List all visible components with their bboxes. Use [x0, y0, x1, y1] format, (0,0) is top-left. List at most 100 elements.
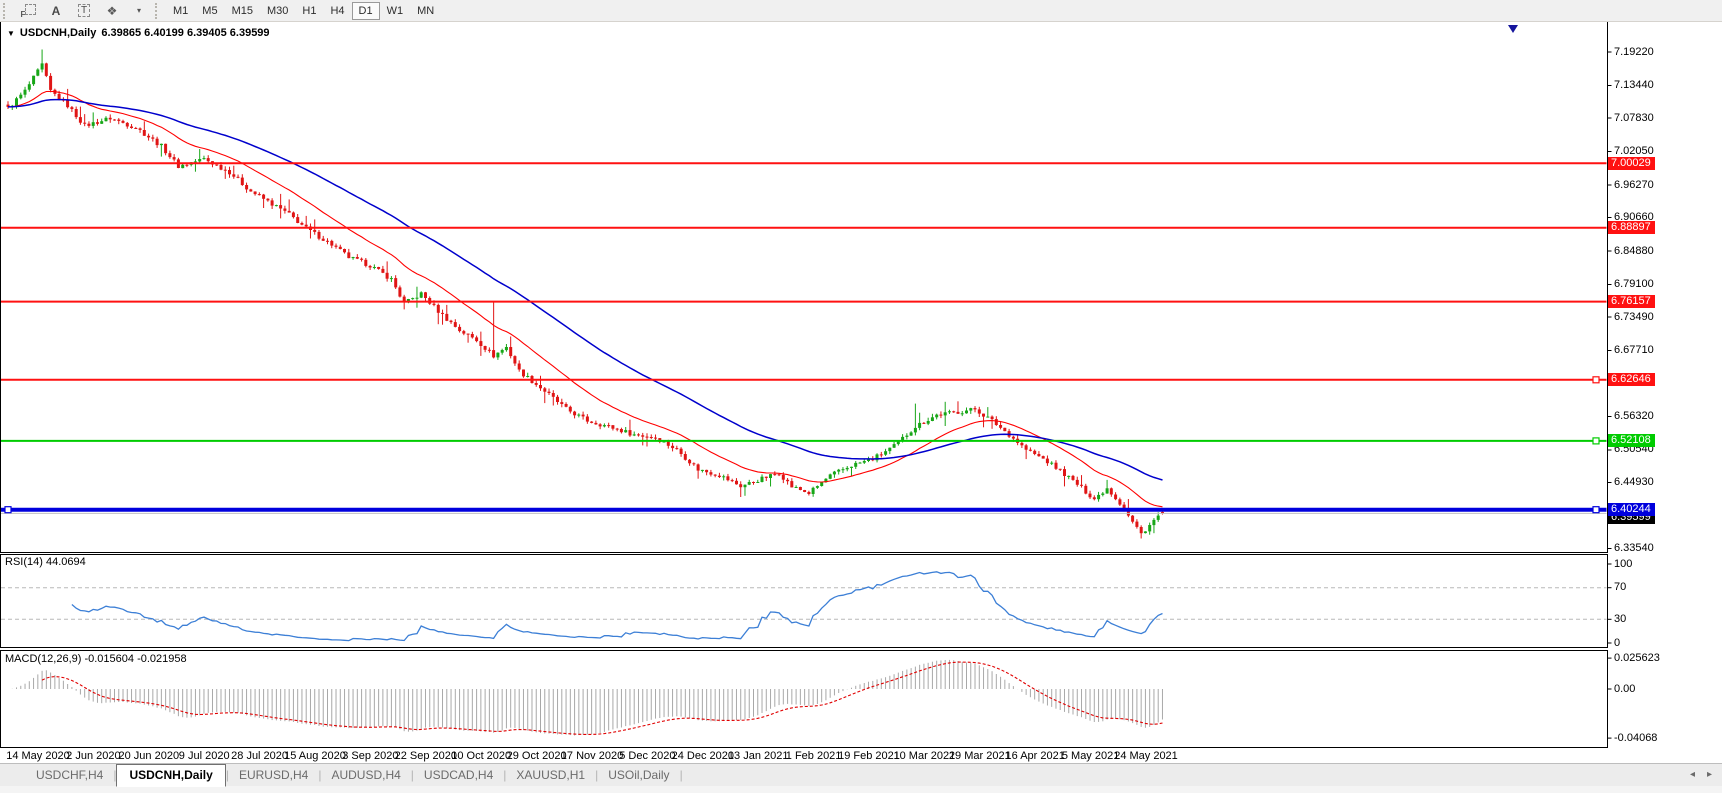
- tab-separator: |: [503, 768, 507, 782]
- date-tick: 3 Sep 2020: [342, 750, 399, 762]
- cursor-arrows-button[interactable]: ❖: [98, 2, 126, 20]
- rsi-pane: [1, 571, 1607, 642]
- price-tick: 7.13440: [1614, 79, 1654, 92]
- timeframe-group: M1 M5 M15 M30 H1 H4 D1 W1 MN: [166, 1, 441, 20]
- hline-price-chip: 6.88897: [1608, 221, 1655, 235]
- timeframe-h1-button[interactable]: H1: [302, 4, 317, 17]
- timeframe-m5-button[interactable]: M5: [202, 4, 218, 17]
- tab-usdcad-h4[interactable]: USDCAD,H4: [423, 768, 494, 782]
- pane-frame: [0, 554, 1608, 648]
- timeframe-m15-button[interactable]: M15: [231, 4, 253, 17]
- price-tick: 7.19220: [1614, 45, 1654, 58]
- tab-xauusd-h1[interactable]: XAUUSD,H1: [516, 768, 586, 782]
- top-toolbar: F A T ❖ ▾ M1 M5 M15 M30 H1 H4 D1 W1 MN: [0, 0, 1722, 22]
- macd-tick: 0.00: [1614, 682, 1636, 695]
- tab-usoil-daily[interactable]: USOil,Daily: [608, 768, 670, 782]
- price-tick: 7.02050: [1614, 145, 1654, 158]
- tab-scroll-right-icon[interactable]: ▸: [1706, 769, 1712, 780]
- price-axis[interactable]: 7.19220 7.13440 7.07830 7.02050 6.96270 6.906…: [1608, 21, 1722, 748]
- tools-dropdown-caret-icon[interactable]: ▾: [136, 6, 141, 15]
- line-handle[interactable]: [4, 506, 12, 514]
- rsi-label: RSI(14) 44.0694: [5, 556, 86, 568]
- hline-price-chip: 6.52108: [1608, 434, 1655, 448]
- hline-price-chip: 7.00029: [1608, 156, 1655, 170]
- chart-title: ▼ USDCNH,Daily 6.39865 6.40199 6.39405 6…: [7, 27, 270, 39]
- price-tick: 6.67710: [1614, 344, 1654, 356]
- price-tick: 6.96270: [1614, 178, 1654, 191]
- date-tick: 24 May 2021: [1114, 750, 1178, 762]
- macd-histogram: [11, 659, 1163, 736]
- date-tick: 24 Dec 2020: [671, 750, 734, 762]
- tab-separator: |: [318, 768, 322, 782]
- tab-eurusd-h4[interactable]: EURUSD,H4: [238, 768, 309, 782]
- main-pane: [1, 49, 1607, 539]
- date-tick: 10 Oct 2020: [451, 750, 512, 762]
- tab-scroll-arrows: ◂ ▸: [1690, 769, 1712, 780]
- tab-separator: |: [225, 768, 229, 782]
- hline-price-chip: 6.76157: [1608, 295, 1655, 309]
- symbol-dropdown-icon[interactable]: ▼: [7, 28, 15, 38]
- toolbar-grip[interactable]: [155, 2, 161, 19]
- tab-separator: |: [410, 768, 414, 782]
- ohlc-readout: 6.39865 6.40199 6.39405 6.39599: [101, 27, 270, 39]
- hline-6.62646[interactable]: [1, 376, 1607, 384]
- date-tick: 14 May 2020: [6, 750, 70, 762]
- rsi-tick: 70: [1614, 581, 1627, 594]
- symbol-tabs-bar: USDCHF,H4 | USDCNH,Daily | EURUSD,H4 | AUDUSD,…: [0, 763, 1722, 787]
- macd-label: MACD(12,26,9) -0.015604 -0.021958: [5, 653, 187, 665]
- timeframe-d1-button[interactable]: D1: [351, 1, 380, 20]
- line-handle[interactable]: [1592, 437, 1600, 445]
- tab-separator: |: [113, 768, 117, 782]
- rsi-tick: 30: [1614, 612, 1627, 625]
- date-tick: 1 Feb 2021: [785, 750, 842, 762]
- date-tick: 5 May 2021: [1061, 750, 1120, 762]
- text-box-icon: T: [77, 4, 91, 17]
- date-tick: 9 Jul 2020: [178, 750, 230, 762]
- timeframe-m30-button[interactable]: M30: [266, 4, 289, 17]
- line-handle[interactable]: [1592, 506, 1600, 514]
- selection-f-icon: F: [21, 3, 36, 19]
- tab-separator: |: [595, 768, 599, 782]
- macd-tick: 0.025623: [1614, 651, 1660, 664]
- time-axis[interactable]: 14 May 2020 2 Jun 2020 20 Jun 2020 9 Jul 20…: [0, 750, 1607, 764]
- timeframe-w1-button[interactable]: W1: [386, 4, 404, 17]
- pane-frame: [0, 650, 1608, 748]
- date-tick: 28 Jul 2020: [231, 750, 289, 762]
- date-tick: 17 Nov 2020: [560, 750, 624, 762]
- timeframe-mn-button[interactable]: MN: [417, 4, 435, 17]
- text-box-button[interactable]: T: [70, 2, 98, 20]
- ma-fast-line: [7, 90, 1163, 508]
- price-tick: 6.79100: [1614, 278, 1654, 290]
- price-tick: 6.90660: [1614, 211, 1654, 224]
- cursor-arrows-icon: ❖: [106, 3, 118, 18]
- tab-usdcnh-daily[interactable]: USDCNH,Daily: [116, 764, 226, 787]
- date-tick: 29 Mar 2021: [948, 750, 1011, 762]
- rsi-line: [71, 571, 1163, 642]
- timeframe-h4-button[interactable]: H4: [330, 4, 345, 17]
- tab-separator: |: [679, 768, 683, 782]
- date-tick: 16 Apr 2021: [1005, 750, 1065, 762]
- hline-6.40244[interactable]: [1, 506, 1607, 514]
- bottom-strip: [0, 786, 1722, 793]
- price-tick: 6.84880: [1614, 244, 1654, 257]
- macd-tick: -0.04068: [1614, 731, 1658, 744]
- drawing-tools-group: F A T ❖ ▾: [14, 2, 152, 20]
- tab-scroll-left-icon[interactable]: ◂: [1689, 769, 1695, 780]
- rsi-tick: 100: [1614, 557, 1633, 570]
- toolbar-grip[interactable]: [3, 2, 9, 19]
- date-tick: 20 Jun 2020: [118, 750, 180, 762]
- text-label-button[interactable]: A: [42, 2, 70, 20]
- tab-audusd-h4[interactable]: AUDUSD,H4: [331, 768, 401, 782]
- hline-6.52108[interactable]: [1, 437, 1607, 445]
- pane-frame: [0, 21, 1608, 553]
- timeframe-m1-button[interactable]: M1: [173, 4, 189, 17]
- line-handle[interactable]: [1592, 376, 1600, 384]
- chart-shift-marker-icon[interactable]: [1508, 25, 1518, 33]
- axis-ticks: [1607, 51, 1612, 739]
- selection-f-button[interactable]: F: [14, 2, 42, 20]
- price-tick: 6.33540: [1614, 542, 1654, 554]
- tab-usdchf-h4[interactable]: USDCHF,H4: [36, 768, 104, 782]
- price-tick: 7.07830: [1614, 111, 1654, 124]
- date-tick: 5 Dec 2020: [619, 750, 676, 762]
